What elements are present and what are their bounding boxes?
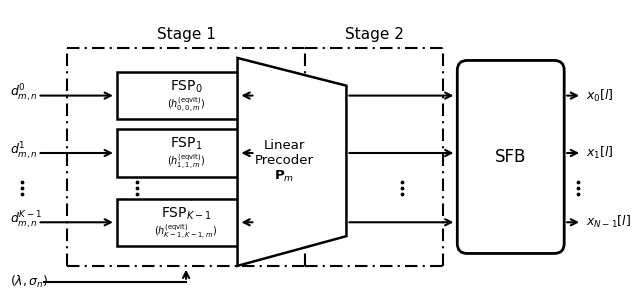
Text: $(h_{K-1,K-1,m}^{\mathrm{(eqvlt)}})$: $(h_{K-1,K-1,m}^{\mathrm{(eqvlt)}})$ [154, 223, 218, 242]
Bar [116, 72, 255, 119]
Text: $x_{N-1}[l]$: $x_{N-1}[l]$ [586, 214, 631, 230]
Bar [116, 129, 255, 177]
Text: FSP$_{K-1}$: FSP$_{K-1}$ [161, 205, 211, 221]
Text: $x_1[l]$: $x_1[l]$ [586, 145, 614, 161]
Text: Stage 2: Stage 2 [345, 27, 404, 42]
Polygon shape [237, 58, 346, 266]
Text: Linear
Precoder
$\mathbf{P}_m$: Linear Precoder $\mathbf{P}_m$ [255, 139, 314, 184]
Text: $(h_{1,1,m}^{\mathrm{(eqvlt)}})$: $(h_{1,1,m}^{\mathrm{(eqvlt)}})$ [167, 153, 205, 172]
Text: $d_{m,n}^{K-1}$: $d_{m,n}^{K-1}$ [10, 210, 42, 231]
Text: $d_{m,n}^{0}$: $d_{m,n}^{0}$ [10, 83, 38, 104]
Text: SFB: SFB [495, 148, 527, 166]
Text: FSP$_1$: FSP$_1$ [170, 136, 202, 152]
Text: $x_0[l]$: $x_0[l]$ [586, 88, 614, 104]
Text: Stage 1: Stage 1 [157, 27, 216, 42]
Text: $(\lambda, \sigma_n)$: $(\lambda, \sigma_n)$ [10, 274, 48, 290]
FancyBboxPatch shape [458, 60, 564, 253]
Bar [116, 199, 255, 246]
Text: FSP$_0$: FSP$_0$ [170, 78, 202, 95]
Text: $(h_{0,0,m}^{\mathrm{(eqvlt)}})$: $(h_{0,0,m}^{\mathrm{(eqvlt)}})$ [167, 96, 205, 115]
Text: $d_{m,n}^{1}$: $d_{m,n}^{1}$ [10, 140, 38, 162]
